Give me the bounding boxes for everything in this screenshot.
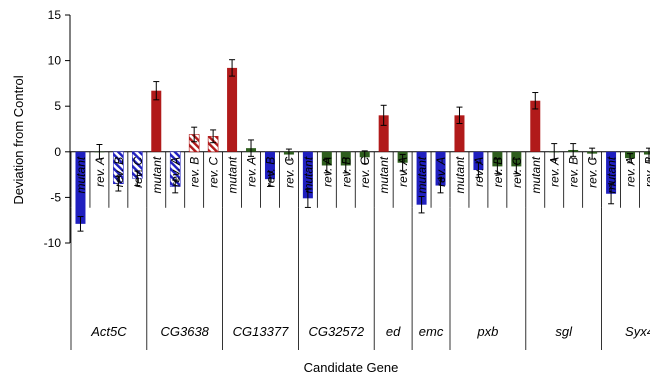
bar-syx4-0 [606, 151, 617, 194]
bar-syx4-2 [643, 151, 650, 155]
bar-label: rev. B [567, 157, 581, 187]
bar-label: mutant [605, 156, 619, 193]
bar-label: rev. B [188, 157, 202, 187]
bar-label: mutant [150, 156, 164, 193]
bar-label: rev. B [263, 157, 277, 187]
y-tick-label: 5 [54, 99, 61, 113]
bar-label: mutant [74, 156, 88, 193]
y-tick-label: -5 [50, 190, 61, 204]
y-tick-label: 15 [48, 8, 62, 22]
bar-label: rev. A [93, 157, 107, 187]
bar-cg3638-0 [151, 90, 162, 152]
bar-act5c-0 [75, 151, 86, 224]
y-axis: -10 -5 0 5 10 15 [44, 8, 71, 250]
gene-label-cg32572: CG32572 [308, 324, 364, 339]
bar-label: mutant [415, 156, 429, 193]
bar-label: rev. B [642, 157, 650, 187]
bar-label: rev. C [358, 156, 372, 187]
bar-label: rev. C [207, 156, 221, 187]
bar-label: rev. C [282, 156, 296, 187]
bar-label: mutant [226, 156, 240, 193]
gene-label-pxb: pxb [476, 324, 498, 339]
bar-label: mutant [453, 156, 467, 193]
x-axis-title: Candidate Gene [304, 360, 399, 375]
bar-label: rev. C [586, 156, 600, 187]
bar-label: rev. A [245, 157, 259, 187]
bar-label: rev. A [434, 157, 448, 187]
gene-label-act5c: Act5C [90, 324, 127, 339]
bar-cg13377-2 [264, 151, 275, 180]
y-tick-label: 0 [54, 145, 61, 159]
gene-label-ed: ed [386, 324, 401, 339]
bar-label: rev. A [320, 157, 334, 187]
gene-label-cg13377: CG13377 [233, 324, 289, 339]
bars [70, 59, 650, 232]
bar-label: mutant [377, 156, 391, 193]
bar-cg13377-0 [227, 67, 238, 152]
gene-label-emc: emc [419, 324, 444, 339]
bar-label: rev. A [624, 157, 638, 187]
y-tick-label: -10 [44, 236, 62, 250]
bar-label: rev. C [131, 156, 145, 187]
y-tick-label: 10 [48, 54, 62, 68]
gene-label-cg3638: CG3638 [160, 324, 209, 339]
bar-label: rev. B [339, 157, 353, 187]
bar-label: rev. A [548, 157, 562, 187]
y-axis-title: Deviation from Control [11, 75, 26, 204]
bar-sgl-0 [530, 100, 541, 152]
bar-pxb-0 [454, 115, 465, 152]
bar-pxb-1 [473, 151, 484, 171]
bar-label: rev. A [396, 157, 410, 187]
bar-cg32572-0 [302, 151, 313, 199]
bar-emc-0 [416, 151, 427, 205]
gene-label-sgl: sgl [555, 324, 573, 339]
bar-label: mutant [301, 156, 315, 193]
bar-ed-0 [378, 115, 389, 152]
x-axis: mutant rev. A rev. B rev. C Act5C mutant rev. … [70, 151, 650, 350]
bar-emc-1 [435, 151, 446, 186]
bar-label: rev. A [472, 157, 486, 187]
bar-label: rev. B [491, 157, 505, 187]
bar-label: rev. B [112, 157, 126, 187]
bar-label: rev. A [169, 157, 183, 187]
bar-label: rev. C [510, 156, 524, 187]
gene-label-syx4: Syx4 [625, 324, 650, 339]
bar-label: mutant [529, 156, 543, 193]
